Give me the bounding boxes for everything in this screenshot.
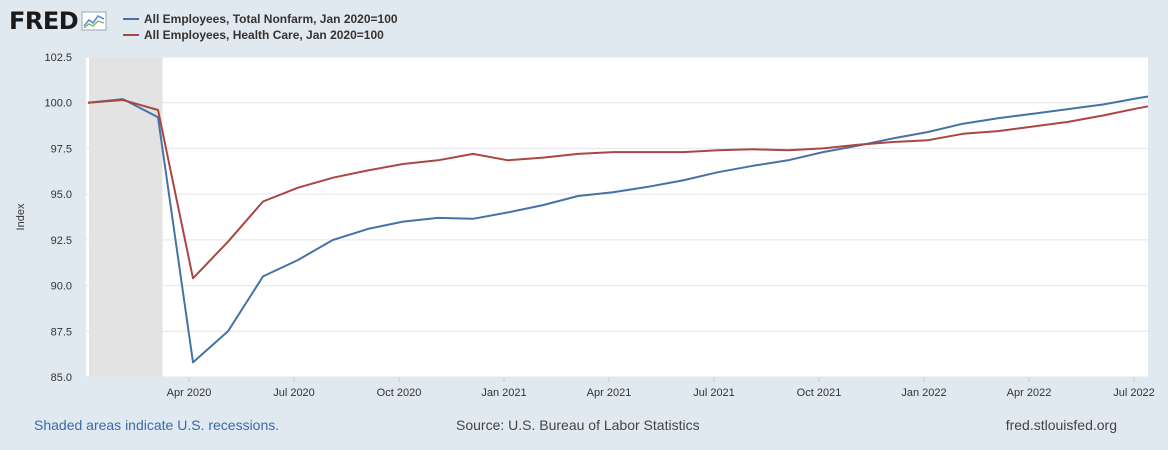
legend-item-total-nonfarm[interactable]: All Employees, Total Nonfarm, Jan 2020=1…: [123, 11, 398, 27]
x-tick-label: Apr 2022: [1007, 387, 1052, 399]
recession-shade: [89, 57, 163, 377]
y-tick-label: 102.5: [44, 52, 72, 64]
y-tick-label: 92.5: [51, 235, 72, 247]
x-tick-label: Jul 2021: [693, 387, 735, 399]
series-line-total-nonfarm[interactable]: [87, 93, 1168, 364]
x-tick-label: Jul 2020: [273, 387, 315, 399]
y-tick-label: 95.0: [51, 189, 72, 201]
plot-area: [86, 57, 1148, 377]
legend-swatch-health-care: [123, 34, 139, 36]
y-tick-label: 100.0: [44, 98, 72, 110]
x-tick-label: Jan 2022: [901, 387, 946, 399]
legend-label-total-nonfarm: All Employees, Total Nonfarm, Jan 2020=1…: [144, 12, 398, 26]
fred-logo[interactable]: FRED: [9, 7, 107, 35]
y-tick-label: 90.0: [51, 281, 72, 293]
y-tick-label: 97.5: [51, 143, 72, 155]
source-note: Source: U.S. Bureau of Labor Statistics: [456, 417, 700, 433]
x-tick-label: Oct 2020: [377, 387, 422, 399]
x-tick-label: Jan 2021: [481, 387, 526, 399]
legend-swatch-total-nonfarm: [123, 18, 139, 20]
y-tick-label: 85.0: [51, 372, 72, 384]
y-tick-label: 87.5: [51, 326, 72, 338]
chart-legend: All Employees, Total Nonfarm, Jan 2020=1…: [123, 11, 398, 43]
legend-label-health-care: All Employees, Health Care, Jan 2020=100: [144, 28, 384, 42]
x-tick-label: Oct 2021: [797, 387, 842, 399]
fred-graph-icon: [81, 11, 107, 31]
legend-item-health-care[interactable]: All Employees, Health Care, Jan 2020=100: [123, 27, 398, 43]
x-tick-label: Apr 2020: [167, 387, 212, 399]
series-line-health-care[interactable]: [87, 99, 1168, 280]
fred-url-link[interactable]: fred.stlouisfed.org: [1005, 417, 1117, 433]
x-tick-label: Jul 2022: [1113, 387, 1155, 399]
x-tick-label: Apr 2021: [587, 387, 632, 399]
fred-logo-text: FRED: [9, 7, 79, 35]
y-axis-label: Index: [15, 203, 27, 230]
recession-note: Shaded areas indicate U.S. recessions.: [34, 417, 280, 433]
